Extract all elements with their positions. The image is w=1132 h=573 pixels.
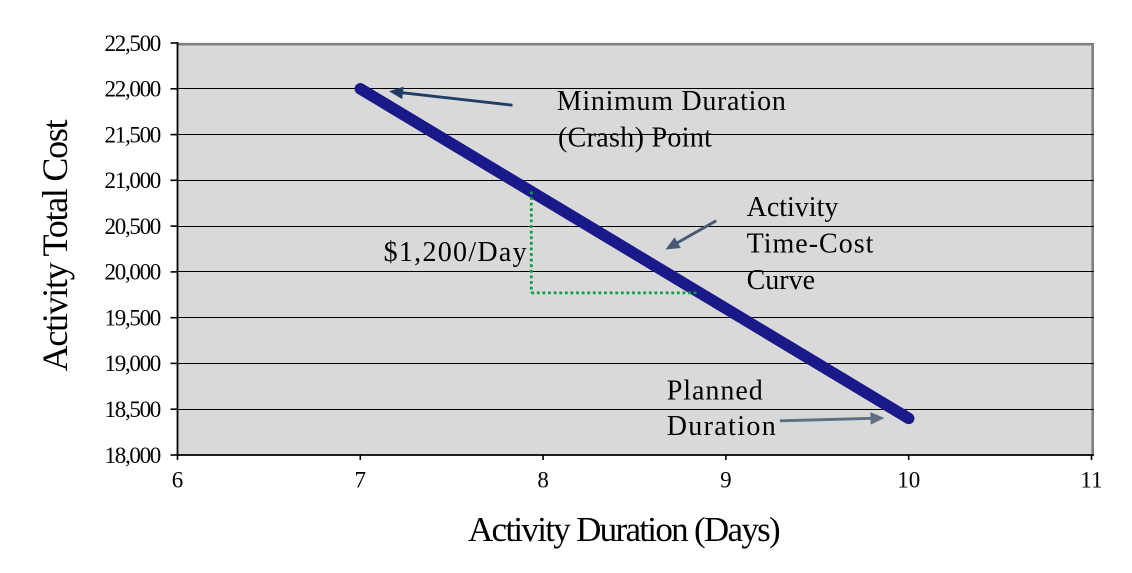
svg-text:Time-Cost: Time-Cost <box>747 229 875 260</box>
svg-text:Planned: Planned <box>667 376 764 407</box>
svg-text:21,500: 21,500 <box>105 122 161 147</box>
svg-text:10: 10 <box>897 468 920 493</box>
svg-text:19,500: 19,500 <box>105 306 161 331</box>
svg-text:7: 7 <box>355 468 367 493</box>
svg-text:18,500: 18,500 <box>105 397 161 422</box>
svg-text:Duration: Duration <box>667 411 777 442</box>
svg-text:6: 6 <box>172 468 184 493</box>
svg-text:8: 8 <box>537 468 549 493</box>
svg-text:11: 11 <box>1080 468 1102 493</box>
svg-text:Activity Total Cost: Activity Total Cost <box>35 119 75 371</box>
svg-text:9: 9 <box>720 468 732 493</box>
svg-text:18,000: 18,000 <box>105 443 161 468</box>
svg-text:(Crash) Point: (Crash) Point <box>558 123 712 154</box>
svg-text:20,000: 20,000 <box>105 260 161 285</box>
svg-text:20,500: 20,500 <box>105 214 161 239</box>
svg-text:19,000: 19,000 <box>105 351 161 376</box>
svg-text:21,000: 21,000 <box>105 168 161 193</box>
svg-text:Minimum Duration: Minimum Duration <box>557 86 787 117</box>
svg-text:22,000: 22,000 <box>105 77 161 102</box>
svg-text:22,500: 22,500 <box>105 31 161 56</box>
svg-text:Activity Duration (Days): Activity Duration (Days) <box>468 510 780 549</box>
svg-text:$1,200/Day: $1,200/Day <box>384 237 528 268</box>
svg-text:Curve: Curve <box>747 265 815 296</box>
svg-text:Activity: Activity <box>747 192 839 223</box>
